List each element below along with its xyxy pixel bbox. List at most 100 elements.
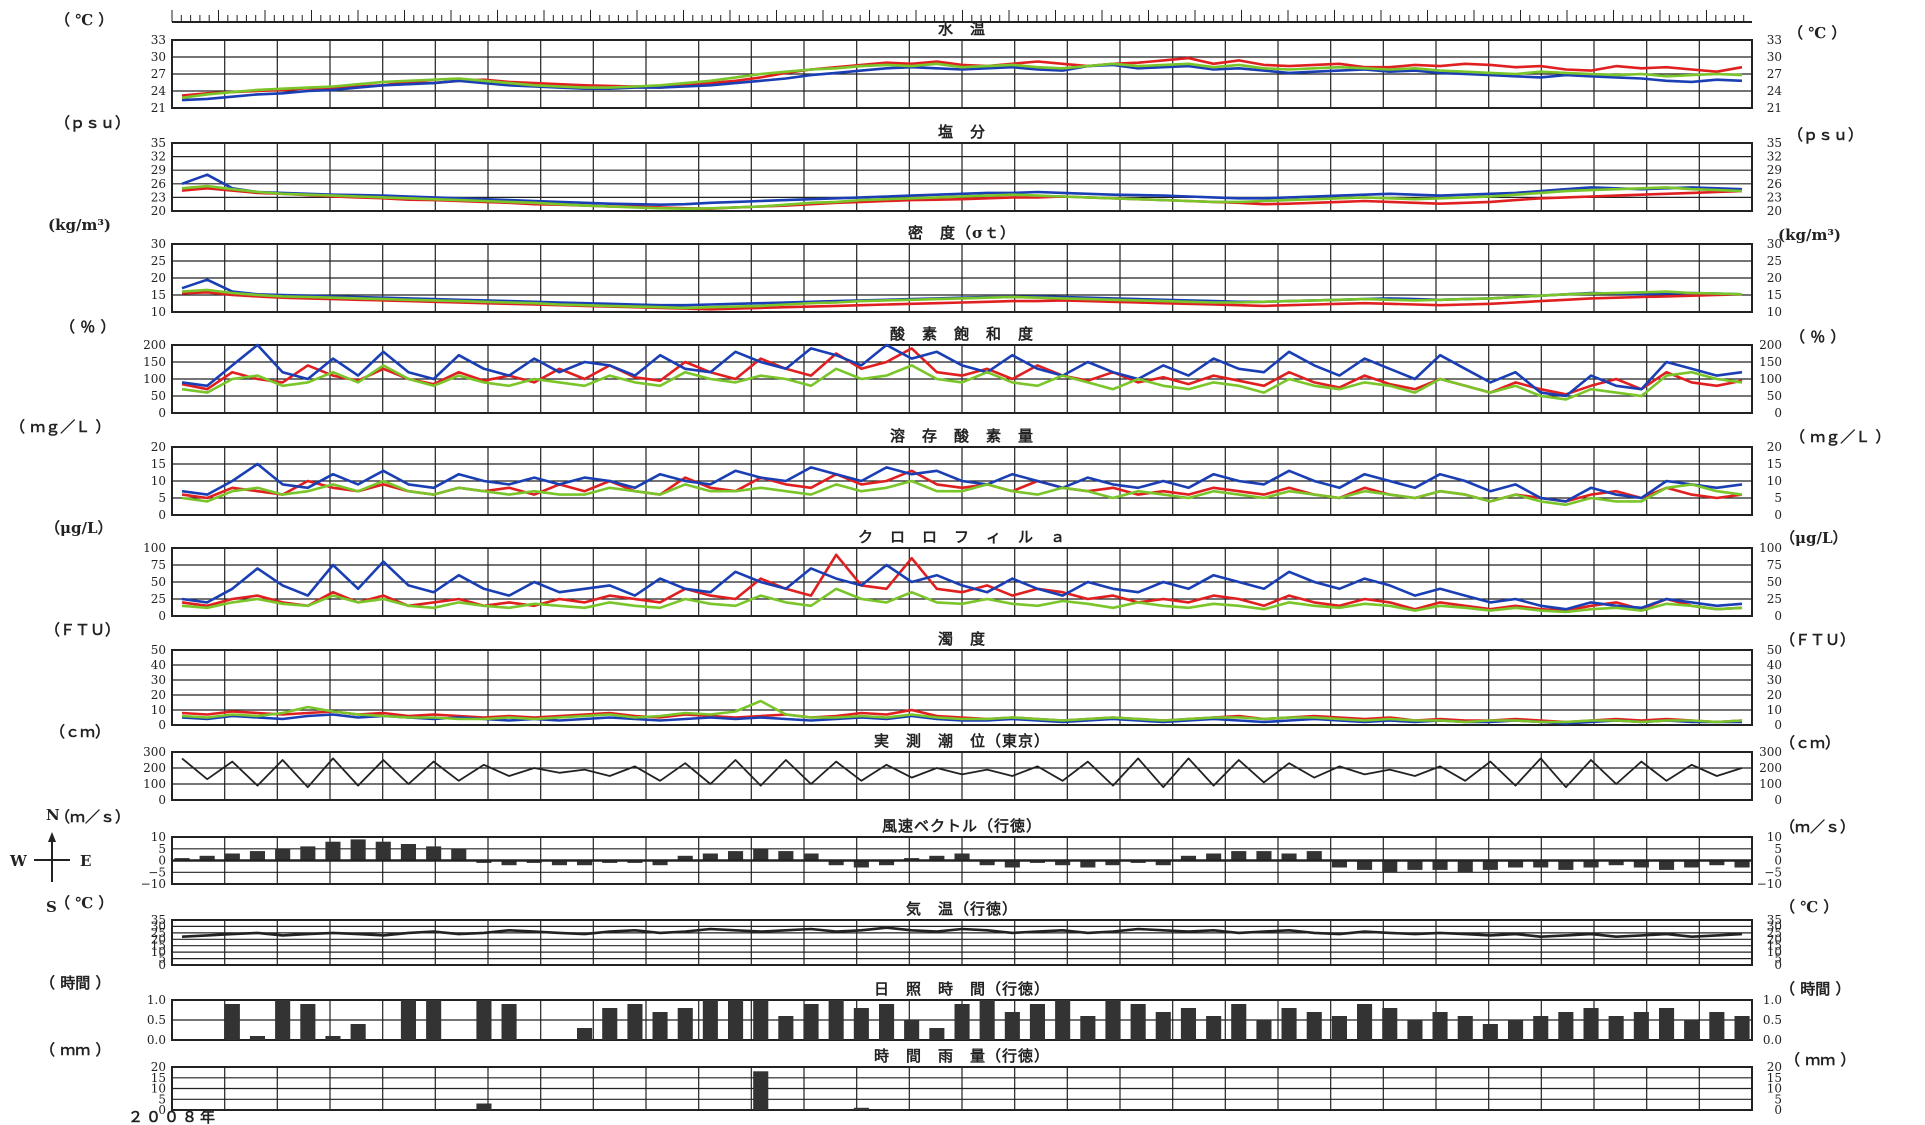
sunshine-panel: 日 照 時 間（行徳）（ 時間 ）（ 時間 ）1.0 1.00.5 0.50.0 0.… xyxy=(40,974,1850,1047)
turbidity-tick-left: 30 xyxy=(151,673,166,687)
tide-level-tick-right: 0 xyxy=(1774,793,1782,807)
wind-vector-panel: 風速ベクトル（行徳）（ｍ／ｓ）（ｍ／ｓ）10 105 50 0−5 −5−10 −10 xyxy=(55,808,1855,891)
water-temp-tick-right: 27 xyxy=(1767,67,1782,81)
density-unit-left: (kg/m³) xyxy=(48,216,111,234)
sunshine-bar xyxy=(1030,1004,1045,1040)
wind-vector-title: 風速ベクトル（行徳） xyxy=(882,817,1042,835)
density-title: 密 度（σｔ） xyxy=(908,224,1016,242)
water-temp-unit-left: （ ℃ ） xyxy=(55,11,113,29)
wind-vector-bar xyxy=(275,849,290,861)
dissolved-oxygen-unit-right: （ ｍｇ／Ｌ ） xyxy=(1790,428,1890,447)
turbidity-tick-right: 50 xyxy=(1767,643,1782,657)
sunshine-bar xyxy=(1131,1004,1146,1040)
do-saturation-tick-right: 50 xyxy=(1767,389,1782,403)
sunshine-bar xyxy=(1735,1016,1750,1040)
sunshine-bar xyxy=(1055,1000,1070,1040)
sunshine-bar xyxy=(1609,1016,1624,1040)
chlorophyll-tick-right: 75 xyxy=(1767,558,1782,572)
wind-vector-bar xyxy=(1659,861,1674,870)
dissolved-oxygen-tick-right: 15 xyxy=(1767,457,1782,471)
dissolved-oxygen-tick-left: 5 xyxy=(158,491,166,505)
air-temp-title: 気 温（行徳） xyxy=(906,900,1018,918)
chlorophyll-tick-right: 50 xyxy=(1767,575,1782,589)
rainfall-title: 時 間 雨 量（行徳） xyxy=(874,1047,1050,1065)
air-temp-tick-left: 0 xyxy=(158,958,166,972)
sunshine-bar xyxy=(1231,1004,1246,1040)
salinity-tick-right: 20 xyxy=(1767,204,1782,218)
water-temp-title: 水 温 xyxy=(938,20,986,38)
dissolved-oxygen-tick-right: 20 xyxy=(1767,440,1782,454)
compass-west-label: W xyxy=(9,852,28,870)
wind-vector-bar xyxy=(250,851,265,860)
water-temp-tick-left: 30 xyxy=(151,50,166,64)
density-tick-right: 15 xyxy=(1767,288,1782,302)
sunshine-bar xyxy=(476,1000,491,1040)
wind-vector-bar xyxy=(1483,861,1498,870)
sunshine-bar xyxy=(1282,1008,1297,1040)
sunshine-tick-left: 0.0 xyxy=(147,1033,166,1047)
rainfall-panel: 時 間 雨 量（行徳）（ ｍｍ ）（ ｍｍ ）20 2015 1510 105 50 0 xyxy=(40,1041,1855,1117)
wind-vector-bar xyxy=(1357,861,1372,870)
sunshine-bar xyxy=(653,1012,668,1040)
sunshine-bar xyxy=(300,1004,315,1040)
sunshine-bar xyxy=(426,1000,441,1040)
salinity-tick-left: 20 xyxy=(151,204,166,218)
compass-north-arrow-icon xyxy=(48,832,56,842)
sunshine-bar xyxy=(778,1016,793,1040)
sunshine-bar xyxy=(225,1004,240,1040)
sunshine-bar xyxy=(1206,1016,1221,1040)
tide-level-unit-left: （ｃｍ） xyxy=(50,723,110,741)
sunshine-bar xyxy=(1709,1012,1724,1040)
turbidity-tick-left: 10 xyxy=(151,703,166,717)
sunshine-tick-right: 0.5 xyxy=(1763,1013,1782,1027)
wind-vector-bar xyxy=(300,846,315,860)
sunshine-bar xyxy=(1156,1012,1171,1040)
sunshine-bar xyxy=(804,1004,819,1040)
sunshine-bar xyxy=(753,1000,768,1040)
rainfall-unit-left: （ ｍｍ ） xyxy=(40,1041,110,1059)
compass-east-label: E xyxy=(80,852,91,870)
water-temp-unit-right: （ ℃ ） xyxy=(1788,24,1846,42)
rainfall-bar xyxy=(753,1071,768,1110)
salinity-unit-left: （ｐｓｕ） xyxy=(55,114,130,133)
tide-level-tick-right: 200 xyxy=(1759,761,1782,775)
turbidity-title: 濁 度 xyxy=(938,630,986,648)
sunshine-unit-left: （ 時間 ） xyxy=(40,974,110,992)
sunshine-bar xyxy=(325,1036,340,1040)
wind-vector-bar xyxy=(351,839,366,860)
sunshine-bar xyxy=(627,1004,642,1040)
water-temp-panel: 水 温（ ℃ ）（ ℃ ）33 3330 3027 2724 2421 21 xyxy=(55,11,1846,115)
wind-vector-bar xyxy=(1433,861,1448,870)
chlorophyll-tick-right: 25 xyxy=(1767,592,1782,606)
tide-level-unit-right: （ｃｍ） xyxy=(1780,734,1840,752)
sunshine-tick-left: 1.0 xyxy=(147,993,166,1007)
water-temp-tick-left: 27 xyxy=(151,67,166,81)
sunshine-bar xyxy=(1181,1008,1196,1040)
do-saturation-tick-right: 200 xyxy=(1759,338,1782,352)
density-tick-right: 10 xyxy=(1767,305,1782,319)
sunshine-bar xyxy=(1005,1012,1020,1040)
tide-level-tick-right: 300 xyxy=(1759,745,1782,759)
sunshine-bar xyxy=(854,1008,869,1040)
chlorophyll-tick-left: 0 xyxy=(158,609,166,623)
sunshine-bar xyxy=(955,1004,970,1040)
turbidity-tick-right: 0 xyxy=(1774,718,1782,732)
water-temp-tick-right: 30 xyxy=(1767,50,1782,64)
sunshine-bar xyxy=(1558,1012,1573,1040)
dissolved-oxygen-tick-left: 15 xyxy=(151,457,166,471)
turbidity-panel: 濁 度（ＦＴＵ）（ＦＴＵ）50 5040 4030 3020 2010 100 0 xyxy=(45,621,1855,732)
salinity-tick-left: 35 xyxy=(151,136,166,150)
sunshine-bar xyxy=(1584,1008,1599,1040)
sunshine-bar xyxy=(502,1004,517,1040)
sunshine-bar xyxy=(577,1028,592,1040)
do-saturation-title: 酸 素 飽 和 度 xyxy=(890,325,1034,343)
dissolved-oxygen-tick-right: 10 xyxy=(1767,474,1782,488)
sunshine-bar xyxy=(250,1036,265,1040)
wind-vector-bar xyxy=(778,851,793,860)
turbidity-tick-right: 40 xyxy=(1767,658,1782,672)
wind-vector-bar xyxy=(1407,861,1422,870)
sunshine-bar xyxy=(904,1020,919,1040)
chlorophyll-title: ク ロ ロ フ ィ ル ａ xyxy=(858,528,1066,546)
